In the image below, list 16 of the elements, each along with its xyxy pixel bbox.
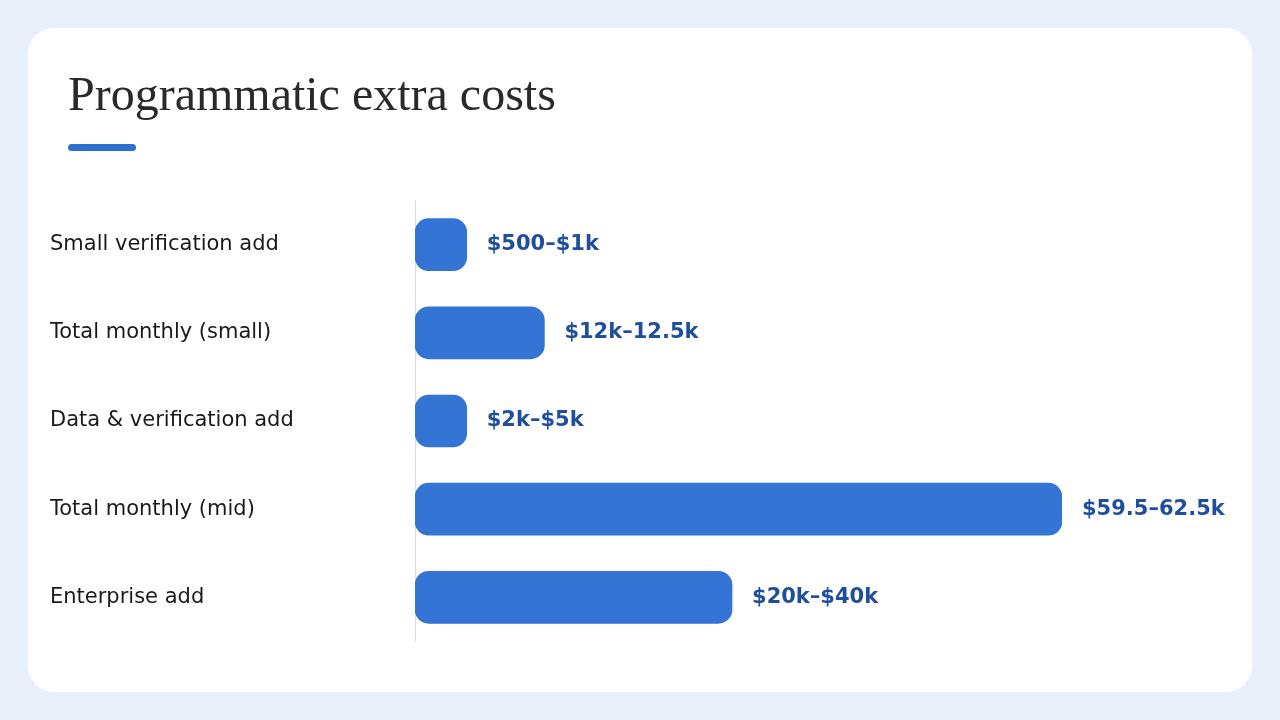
chart-title: Programmatic extra costs — [68, 66, 556, 121]
annotation: $20k–$40k — [752, 583, 880, 608]
bar — [415, 482, 1062, 536]
annotation: $500–$1k — [486, 231, 600, 256]
y-tick-label: Enterprise add — [50, 583, 205, 608]
bar — [415, 394, 468, 448]
bar — [415, 570, 733, 624]
annotation: $12k–12.5k — [564, 319, 700, 344]
y-tick-label: Small verification add — [50, 231, 279, 256]
annotation: $2k–$5k — [486, 407, 585, 432]
bar — [415, 218, 468, 272]
y-tick-label: Total monthly (small) — [49, 319, 272, 344]
y-tick-label: Total monthly (mid) — [49, 495, 255, 520]
text: $59.5–62.5k — [1082, 495, 1226, 520]
bar — [415, 306, 545, 360]
y-tick-label: Data & verification add — [50, 407, 294, 432]
